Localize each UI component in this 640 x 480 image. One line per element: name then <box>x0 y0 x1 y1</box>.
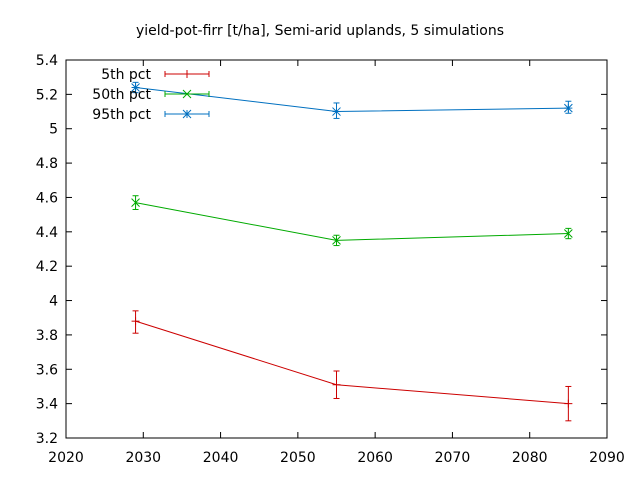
series-3 <box>131 81 573 119</box>
x-tick-label: 2080 <box>512 450 548 466</box>
data-point <box>131 317 140 326</box>
x-tick-label: 2070 <box>435 450 471 466</box>
series-line <box>135 202 569 241</box>
data-point <box>564 103 573 113</box>
series-1 <box>131 310 573 422</box>
marker-stroke <box>131 83 140 92</box>
x-tick-label: 2060 <box>357 450 393 466</box>
axes: 3.2 3.4 3.6 3.8 4 4.2 4.4 4.6 4.8 5 5.2 5.4 2020 2030… <box>36 53 625 466</box>
legend-label: 95th pct <box>92 107 151 123</box>
y-tick-label: 3.6 <box>36 362 58 378</box>
y-tick-label: 5 <box>49 122 58 138</box>
series-line <box>135 320 569 405</box>
legend-label: 5th pct <box>101 67 151 83</box>
data-point <box>332 107 341 116</box>
y-tick-label: 3.2 <box>36 431 58 447</box>
marker-stroke <box>182 89 192 99</box>
x-tick-label: 2090 <box>589 450 625 466</box>
marker-stroke <box>332 236 341 245</box>
marker-stroke <box>332 107 341 116</box>
data-point <box>332 380 341 389</box>
series-2 <box>131 195 573 247</box>
data-point <box>564 399 573 408</box>
chart-title: yield-pot-firr [t/ha], Semi-arid uplands… <box>136 23 504 39</box>
legend: 5th pct 50th pct 95th pct <box>92 67 210 123</box>
plot-area <box>131 81 573 422</box>
y-tick-label: 4 <box>49 294 58 310</box>
x-tick-label: 2020 <box>48 450 84 466</box>
x-tick-label: 2040 <box>203 450 239 466</box>
legend-entry: 95th pct <box>92 107 210 123</box>
marker-stroke <box>564 229 573 238</box>
x-tick-label: 2030 <box>125 450 161 466</box>
x-tick-label: 2050 <box>280 450 316 466</box>
legend-label: 50th pct <box>92 87 151 103</box>
data-point <box>131 198 140 207</box>
marker-stroke <box>182 109 192 119</box>
legend-entry: 50th pct <box>92 87 210 103</box>
y-tick-label: 4.4 <box>36 225 58 241</box>
data-point <box>182 89 192 99</box>
data-point <box>131 83 140 92</box>
plot-border <box>65 59 608 439</box>
y-tick-label: 5.4 <box>36 53 58 69</box>
data-point <box>564 229 573 238</box>
marker-stroke <box>564 103 573 113</box>
data-point <box>183 70 191 78</box>
y-tick-label: 3.4 <box>36 397 58 413</box>
data-point <box>332 236 341 245</box>
y-tick-label: 4.8 <box>36 156 58 172</box>
y-tick-label: 3.8 <box>36 328 58 344</box>
marker-stroke <box>131 198 140 207</box>
series-line <box>135 86 569 113</box>
legend-entry: 5th pct <box>101 67 210 83</box>
y-tick-label: 4.6 <box>36 190 58 206</box>
y-tick-label: 5.2 <box>36 87 58 103</box>
y-tick-label: 4.2 <box>36 259 58 275</box>
data-point <box>182 109 192 119</box>
